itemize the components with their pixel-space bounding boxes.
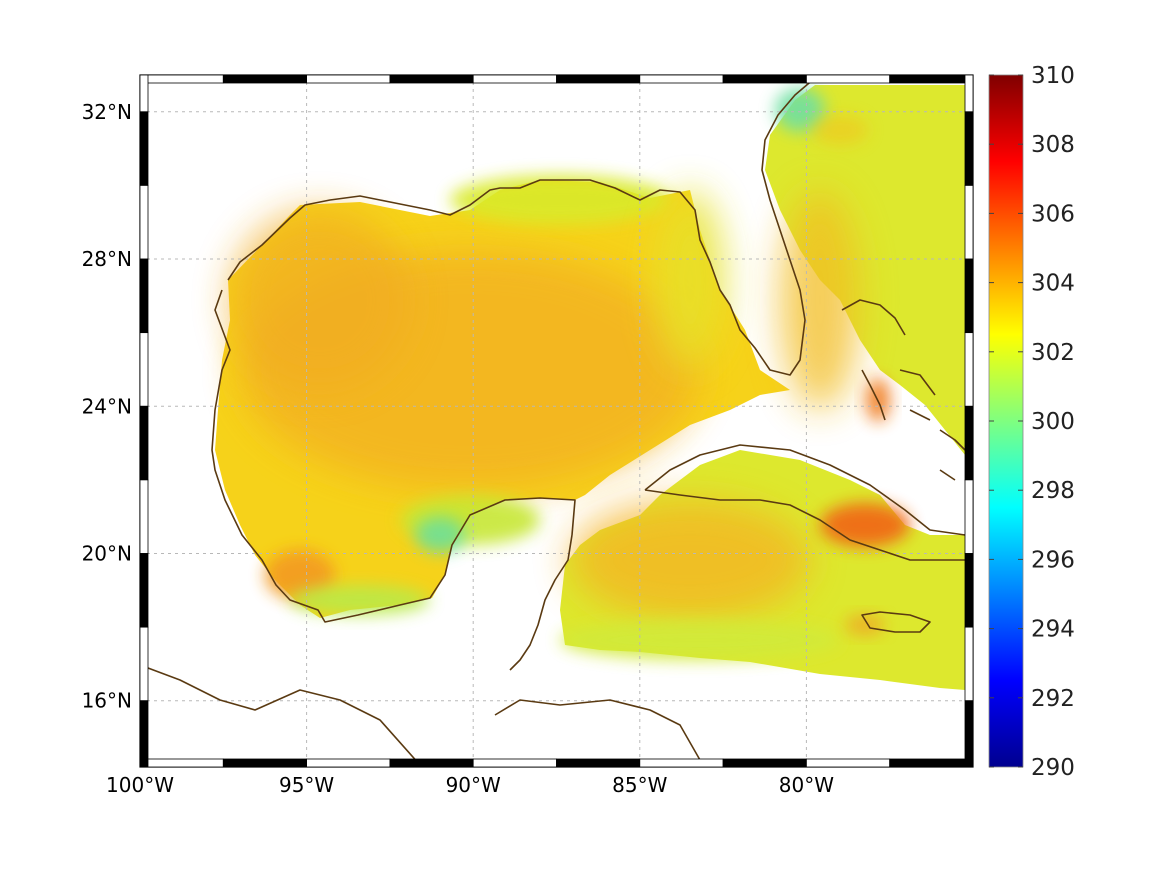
lat-tick-label: 16°N [82,689,132,713]
lon-tick-label: 100°W [106,773,174,797]
frame-segment [639,758,724,768]
frame-segment [222,758,308,768]
lat-tick-label: 20°N [82,542,132,566]
lon-tick-label: 90°W [446,773,501,797]
northern-shelf-cool [450,175,670,225]
atlantic-warm-patch [812,115,868,145]
colorbar: 290 292 294 296 298 300 302 304 306 308 310 [988,63,1075,781]
grid-lines [140,75,973,767]
gulf-warm-west [230,210,410,390]
frame-segment [889,758,974,768]
frame-segment [472,74,557,84]
frame-segment [389,74,474,84]
frame-segment [472,758,557,768]
frame-segment [556,758,641,768]
frame-segment [139,758,224,768]
frame-segment [306,758,391,768]
frame-segment [806,74,891,84]
frame-segment [139,185,149,260]
jamaica-coast [861,611,931,633]
cuba-coast [644,444,966,561]
colorbar-tick-label: 300 [1031,409,1075,435]
latitude-tick-labels: 16°N 20°N 24°N 28°N 32°N [82,100,132,713]
colorbar-tick-label: 294 [1031,617,1075,643]
map-area [140,75,973,767]
colorbar-tick-label: 304 [1031,271,1075,297]
coastlines [140,77,966,766]
frame-segment [556,74,641,84]
frame-segment [964,74,974,113]
frame-segment [139,74,224,84]
colorbar-gradient [988,74,1024,768]
atlantic-cool-north [775,88,825,132]
yucatan-coast [509,534,573,671]
lon-tick-label: 80°W [779,773,834,797]
lat-tick-label: 24°N [82,394,132,418]
colorbar-ticks: 290 292 294 296 298 300 302 304 306 308 310 [989,63,1075,781]
colorbar-tick-label: 298 [1031,478,1075,504]
cuba-south-hotspot [820,503,910,547]
frame-segment [139,479,149,554]
colorbar-tick-label: 292 [1031,686,1075,712]
frame-segment [964,626,974,702]
honduras-coast [494,699,701,761]
frame-segment [722,74,807,84]
bahamas-islands [841,299,936,421]
lat-tick-label: 28°N [82,247,132,271]
lat-tick-label: 32°N [82,100,132,124]
frame-segment [964,700,974,768]
lon-tick-label: 95°W [279,773,334,797]
frame-segment [889,74,974,84]
lon-tick-label: 85°W [612,773,667,797]
frame-segment [964,405,974,481]
frame-segment [139,74,149,113]
bay-of-campeche-warm [265,550,335,600]
frame-segment [964,258,974,334]
frame-segment [964,111,974,186]
us-gulf-coast [211,289,576,623]
gulf-stream-warm [780,190,860,410]
frame-segment [222,74,308,84]
caribbean-south-cool [560,620,840,660]
frame-segment [306,74,391,84]
southern-gulf-cool [290,585,430,615]
frame-segment [139,258,149,334]
frame-segment [722,758,807,768]
frame-segment [139,700,149,768]
frame-segment [964,185,974,260]
colorbar-tick-label: 296 [1031,547,1075,573]
longitude-tick-labels: 100°W 95°W 90°W 85°W 80°W [106,773,834,797]
frame-segment [389,758,474,768]
colorbar-tick-label: 302 [1031,340,1075,366]
colorbar-tick-label: 310 [1031,63,1075,89]
frame-segment [139,626,149,702]
frame-segment [139,332,149,407]
frame-segment [964,479,974,554]
frame-segment [964,553,974,628]
jamaica-warm [845,615,885,635]
map-frame [139,74,974,768]
colorbar-tick-label: 308 [1031,132,1075,158]
west-florida-shelf [655,190,725,370]
texas-louisiana-coast [227,77,816,376]
frame-segment [139,405,149,481]
frame-segment [639,74,724,84]
frame-segment [139,553,149,628]
colorbar-tick-label: 306 [1031,201,1075,227]
frame-segment [806,758,891,768]
central-america-coast [140,664,421,766]
frame-segment [964,332,974,407]
caribbean-warm [570,500,810,620]
frame-segment [139,111,149,186]
colorbar-tick-label: 290 [1031,755,1075,781]
hispaniola-coast [939,429,966,481]
